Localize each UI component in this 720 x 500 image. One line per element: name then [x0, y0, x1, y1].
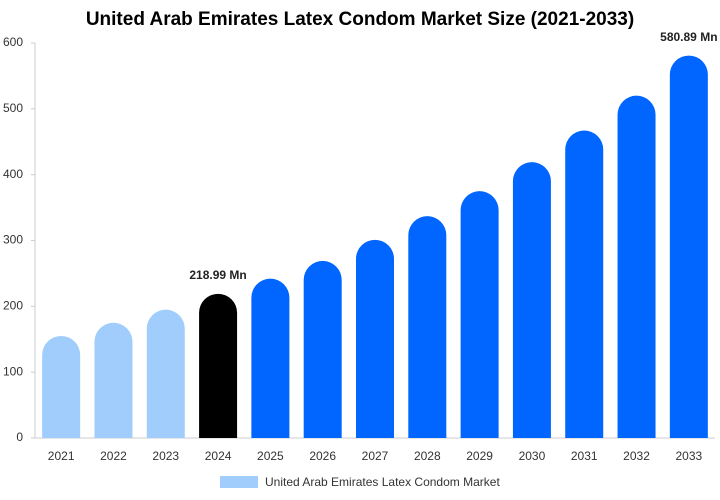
value-label: 580.89 Mn — [660, 30, 717, 44]
x-tick-label: 2032 — [623, 449, 650, 463]
x-tick-label: 2030 — [519, 449, 546, 463]
x-tick-label: 2023 — [152, 449, 179, 463]
x-tick-label: 2027 — [362, 449, 389, 463]
bar — [617, 95, 656, 439]
y-tick-label: 500 — [3, 101, 23, 115]
bar — [251, 278, 290, 438]
x-tick-label: 2029 — [466, 449, 493, 463]
y-tick-label: 100 — [3, 364, 23, 378]
bar — [303, 260, 342, 438]
x-tick-label: 2033 — [675, 449, 702, 463]
x-tick-label: 2024 — [205, 449, 232, 463]
y-tick-label: 0 — [16, 430, 23, 444]
bar — [565, 130, 604, 438]
bar — [512, 162, 551, 439]
y-tick-label: 300 — [3, 233, 23, 247]
bar — [356, 239, 394, 438]
x-tick-label: 2021 — [48, 449, 75, 463]
x-tick-label: 2031 — [571, 449, 598, 463]
legend-label: United Arab Emirates Latex Condom Market — [265, 475, 500, 489]
bar — [669, 55, 708, 439]
value-label: 218.99 Mn — [189, 268, 246, 282]
y-tick-label: 600 — [3, 35, 23, 49]
bar — [94, 322, 133, 438]
x-tick-label: 2028 — [414, 449, 441, 463]
bar — [42, 335, 81, 438]
y-tick-label: 400 — [3, 167, 23, 181]
bar — [146, 309, 185, 438]
y-tick-label: 200 — [3, 299, 23, 313]
bar — [460, 191, 499, 438]
chart-title: United Arab Emirates Latex Condom Market… — [86, 9, 634, 30]
x-tick-label: 2025 — [257, 449, 284, 463]
x-tick-label: 2026 — [309, 449, 336, 463]
bar — [408, 216, 447, 438]
bar — [199, 293, 238, 438]
legend-swatch — [220, 476, 258, 488]
x-tick-label: 2022 — [100, 449, 127, 463]
